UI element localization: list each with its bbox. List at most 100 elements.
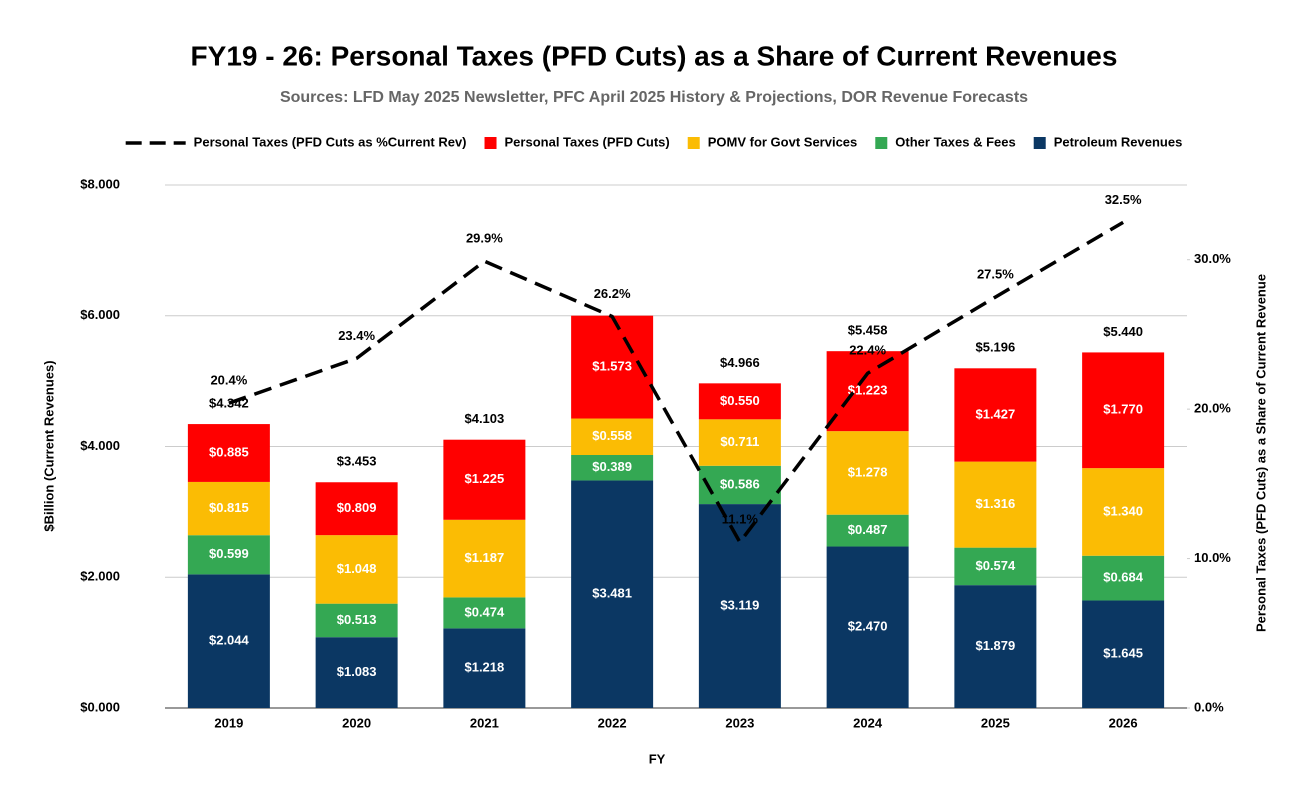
bar-segment (698, 383, 781, 420)
bar-segment (954, 585, 1037, 708)
legend-symbol (875, 137, 888, 149)
bar-value-label: $0.550 (720, 393, 760, 408)
bar-segment (571, 418, 654, 455)
bar-segment (315, 637, 398, 708)
legend-symbol (484, 137, 497, 149)
y-tick-label: $8.000 (80, 176, 120, 191)
line-value-label: 23.4% (338, 328, 375, 343)
bar-segment (1082, 352, 1165, 469)
bar-segment (443, 597, 526, 629)
y-tick-label: $2.000 (80, 569, 120, 584)
bar-segment (954, 368, 1037, 462)
bar-segment (954, 461, 1037, 548)
x-tick-label: 2021 (470, 715, 499, 730)
legend-symbol (687, 137, 700, 149)
bar-value-label: $1.218 (464, 660, 504, 675)
bar-value-label: $0.599 (209, 546, 249, 561)
line-value-label: 32.5% (1105, 192, 1142, 207)
y-tick-label: $4.000 (80, 438, 120, 453)
bar-value-label: $0.474 (464, 604, 505, 619)
bar-segment (698, 504, 781, 708)
bar-segment (187, 424, 270, 482)
y2-tick-label: 0.0% (1194, 699, 1224, 714)
chart-title: FY19 - 26: Personal Taxes (PFD Cuts) as … (191, 40, 1118, 71)
bar-segment (1082, 555, 1165, 601)
line-value-label: 11.1% (722, 512, 759, 527)
total-label: $4.103 (464, 411, 504, 426)
bar-segment (698, 465, 781, 505)
bar-value-label: $3.481 (592, 586, 632, 601)
bar-segment (826, 546, 909, 708)
bar-value-label: $0.586 (720, 476, 760, 491)
bar-segment (443, 439, 526, 520)
bar-segment (443, 628, 526, 708)
bar-value-label: $0.711 (720, 434, 759, 449)
bar-segment (698, 419, 781, 466)
legend-label: Petroleum Revenues (1054, 134, 1183, 149)
bar-value-label: $1.223 (848, 383, 888, 398)
line-value-label: 26.2% (594, 286, 631, 301)
bar-value-label: $1.316 (975, 496, 1015, 511)
bar-value-label: $0.809 (337, 500, 377, 515)
bar-segment (315, 535, 398, 604)
bar-segment (443, 519, 526, 598)
x-tick-label: 2025 (981, 715, 1010, 730)
total-label: $5.440 (1103, 324, 1143, 339)
bar-segment (315, 603, 398, 638)
bar-segment (187, 481, 270, 536)
y-tick-label: $6.000 (80, 307, 120, 322)
bar-segment (954, 547, 1037, 586)
bar-value-label: $1.278 (848, 464, 888, 479)
legend-label: Personal Taxes (PFD Cuts) (505, 134, 670, 149)
x-tick-label: 2020 (342, 715, 371, 730)
total-label: $5.458 (848, 323, 888, 338)
bar-segment (1082, 600, 1165, 708)
bar-segment (826, 431, 909, 515)
line-value-label: 27.5% (977, 267, 1014, 282)
legend-label: POMV for Govt Services (708, 134, 858, 149)
bar-segment (826, 514, 909, 547)
bar-value-label: $0.574 (975, 558, 1016, 573)
bar-value-label: $1.427 (975, 406, 1015, 421)
bar-value-label: $1.083 (337, 664, 377, 679)
line-value-label: 22.4% (849, 343, 886, 358)
bar-value-label: $3.119 (720, 597, 759, 612)
line-value-label: 20.4% (210, 373, 247, 388)
bar-segment (187, 535, 270, 575)
y-tick-label: $0.000 (80, 699, 120, 714)
bar-value-label: $1.048 (337, 561, 377, 576)
bar-value-label: $1.340 (1103, 503, 1143, 518)
legend-symbol (1033, 137, 1046, 149)
y2-axis-label: Personal Taxes (PFD Cuts) as a Share of … (1253, 274, 1268, 632)
bar-segment (187, 574, 270, 708)
bar-value-label: $0.558 (592, 428, 632, 443)
legend-label: Other Taxes & Fees (895, 134, 1015, 149)
bar-segment (571, 480, 654, 708)
x-tick-label: 2026 (1109, 715, 1138, 730)
bar-segment (826, 351, 909, 432)
bar-value-label: $0.815 (209, 500, 249, 515)
bar-value-label: $0.513 (337, 612, 377, 627)
bar-value-label: $1.225 (464, 471, 504, 486)
bar-value-label: $1.645 (1103, 646, 1143, 661)
y2-tick-label: 20.0% (1194, 401, 1231, 416)
bar-value-label: $0.389 (592, 459, 632, 474)
bar-segment (571, 454, 654, 481)
bar-value-label: $1.879 (975, 638, 1015, 653)
bar-value-label: $0.487 (848, 522, 888, 537)
x-tick-label: 2022 (598, 715, 627, 730)
x-tick-label: 2019 (214, 715, 243, 730)
bar-value-label: $0.684 (1103, 570, 1144, 585)
y-axis-label: $Billion (Current Revenues) (41, 360, 56, 531)
line (228, 220, 1125, 546)
bar-segment (315, 482, 398, 536)
bar-value-label: $2.470 (848, 619, 888, 634)
y2-tick-label: 10.0% (1194, 550, 1231, 565)
legend-label: Personal Taxes (PFD Cuts as %Current Rev… (194, 134, 467, 149)
total-label: $4.966 (720, 355, 760, 370)
bar-value-label: $1.573 (592, 359, 632, 374)
chart-subtitle: Sources: LFD May 2025 Newsletter, PFC Ap… (280, 89, 1028, 106)
x-tick-label: 2023 (725, 715, 754, 730)
